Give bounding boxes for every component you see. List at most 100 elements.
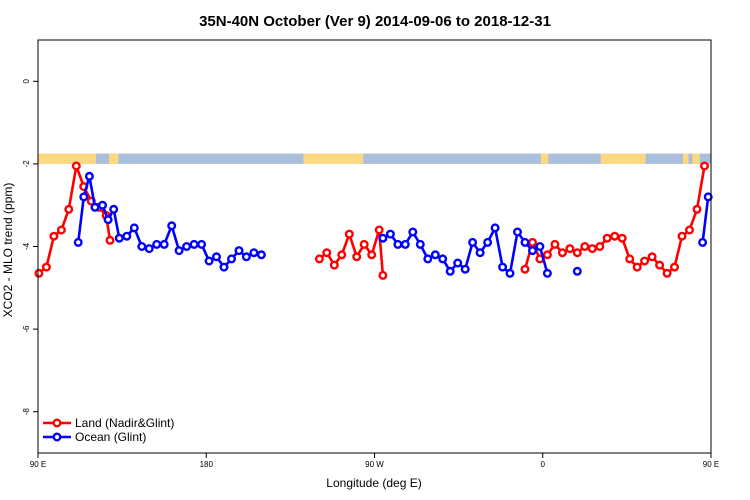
series-ocean bbox=[73, 171, 713, 278]
data-point bbox=[647, 252, 657, 262]
data-point bbox=[505, 268, 515, 278]
data-point bbox=[595, 241, 605, 251]
data-point bbox=[430, 250, 440, 260]
data-point bbox=[182, 241, 192, 251]
series-layer bbox=[34, 161, 713, 280]
data-point bbox=[137, 241, 147, 251]
data-point bbox=[378, 270, 388, 280]
x-tick-label: 0 bbox=[541, 460, 546, 469]
series-line bbox=[318, 228, 385, 276]
data-point bbox=[144, 244, 154, 254]
chart-title: 35N-40N October (Ver 9) 2014-09-06 to 20… bbox=[199, 13, 551, 30]
data-point bbox=[234, 246, 244, 256]
data-point bbox=[528, 237, 538, 247]
series-line bbox=[523, 165, 706, 275]
data-point bbox=[189, 239, 199, 249]
y-tick-label: -2 bbox=[22, 160, 31, 168]
data-point bbox=[314, 254, 324, 264]
data-point bbox=[542, 250, 552, 260]
data-point bbox=[34, 268, 44, 278]
data-point bbox=[256, 250, 266, 260]
data-point bbox=[249, 248, 259, 258]
land-band-segment bbox=[38, 153, 96, 164]
data-point bbox=[550, 239, 560, 249]
data-point bbox=[367, 250, 377, 260]
data-point bbox=[423, 254, 433, 264]
legend: Land (Nadir&Glint)Ocean (Glint) bbox=[43, 416, 174, 444]
data-point bbox=[625, 254, 635, 264]
data-point bbox=[483, 237, 493, 247]
data-point bbox=[359, 239, 369, 249]
ocean-band bbox=[38, 153, 711, 164]
data-point bbox=[64, 204, 74, 214]
data-point bbox=[557, 248, 567, 258]
data-point bbox=[329, 260, 339, 270]
series-land bbox=[34, 161, 710, 280]
data-point bbox=[152, 239, 162, 249]
y-axis-label: XCO2 - MLO trend (ppm) bbox=[1, 183, 15, 318]
data-point bbox=[114, 233, 124, 243]
data-point bbox=[587, 244, 597, 254]
data-point bbox=[460, 264, 470, 274]
y-tick-label: 0 bbox=[22, 79, 31, 84]
data-point bbox=[610, 231, 620, 241]
series-line bbox=[701, 196, 710, 243]
x-tick-label: 90 E bbox=[30, 460, 46, 469]
data-point bbox=[97, 200, 107, 210]
data-point bbox=[197, 239, 207, 249]
land-band-segment bbox=[540, 153, 549, 164]
data-point bbox=[453, 258, 463, 268]
data-point bbox=[393, 239, 403, 249]
data-point bbox=[103, 215, 113, 225]
legend-swatch-marker bbox=[52, 432, 62, 442]
data-point bbox=[352, 252, 362, 262]
data-point bbox=[415, 239, 425, 249]
data-point bbox=[445, 266, 455, 276]
data-point bbox=[692, 204, 702, 214]
x-axis: 90 E 180 90 W 0 90 E bbox=[30, 453, 719, 469]
data-point bbox=[49, 231, 59, 241]
data-point bbox=[475, 248, 485, 258]
data-point bbox=[698, 237, 708, 247]
data-point bbox=[41, 262, 51, 272]
land-band-segment bbox=[692, 153, 700, 164]
data-point bbox=[498, 262, 508, 272]
data-point bbox=[640, 256, 650, 266]
legend-item: Land (Nadir&Glint) bbox=[43, 416, 174, 430]
x-axis-label: Longitude (deg E) bbox=[326, 476, 421, 490]
legend-item: Ocean (Glint) bbox=[43, 430, 146, 444]
land-band-segment bbox=[682, 153, 689, 164]
y-tick-label: -6 bbox=[22, 325, 31, 333]
data-point bbox=[167, 221, 177, 231]
data-point bbox=[542, 268, 552, 278]
data-point bbox=[122, 231, 132, 241]
data-point bbox=[580, 241, 590, 251]
data-point bbox=[520, 264, 530, 274]
data-point bbox=[378, 233, 388, 243]
data-point bbox=[174, 246, 184, 256]
y-axis: 0 -2 -4 -6 -8 bbox=[22, 79, 38, 415]
x-tick-label: 180 bbox=[200, 460, 214, 469]
series-line bbox=[38, 164, 112, 275]
data-point bbox=[535, 241, 545, 251]
data-point bbox=[520, 237, 530, 247]
y-tick-label: -4 bbox=[22, 242, 31, 250]
data-point bbox=[572, 266, 582, 276]
data-point bbox=[572, 248, 582, 258]
data-point bbox=[219, 262, 229, 272]
data-point bbox=[385, 229, 395, 239]
data-point bbox=[565, 244, 575, 254]
data-point bbox=[685, 225, 695, 235]
data-point bbox=[109, 204, 119, 214]
data-point bbox=[528, 246, 538, 256]
data-point bbox=[344, 229, 354, 239]
data-point bbox=[105, 235, 115, 245]
legend-label: Ocean (Glint) bbox=[75, 430, 146, 444]
land-ocean-band bbox=[38, 153, 711, 164]
data-point bbox=[56, 225, 66, 235]
data-point bbox=[322, 248, 332, 258]
data-point bbox=[655, 260, 665, 270]
data-point bbox=[700, 161, 710, 171]
data-point bbox=[468, 237, 478, 247]
